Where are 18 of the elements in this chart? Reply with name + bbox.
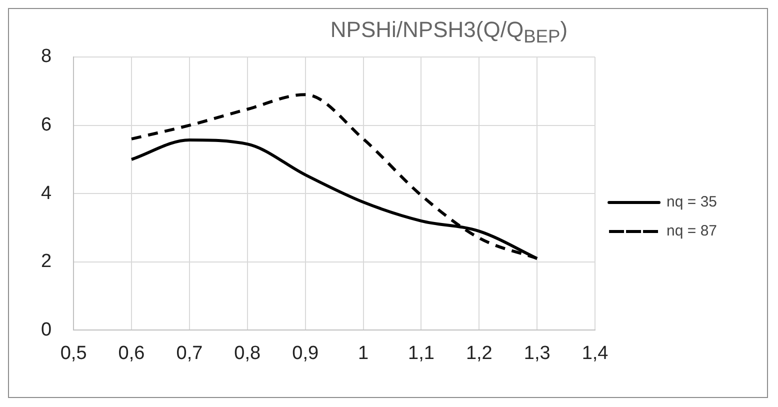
x-tick-label: 0,5 [60,342,87,364]
x-tick-label: 0,8 [234,342,261,364]
y-tick-label: 4 [40,182,52,204]
x-tick-label: 1,3 [524,342,550,364]
y-tick-label: 8 [40,46,52,68]
legend-label: nq = 35 [666,194,718,211]
y-tick-label: 0 [40,319,52,340]
legend-label: nq = 87 [666,222,718,240]
x-tick-label: 1,1 [408,342,434,364]
y-tick-label: 6 [40,114,52,136]
y-tick-label: 2 [40,251,52,272]
chart-title: NPSHi/NPSH3(Q/Q$_{BEP}$) [329,17,569,48]
x-tick-label: 0,6 [118,342,145,364]
x-tick-label: 1,2 [466,342,492,364]
x-tick-label: 0,9 [292,342,319,364]
x-tick-label: 0,7 [176,342,203,364]
x-tick-label: 1 [358,342,369,364]
x-tick-label: 1,4 [582,342,609,364]
